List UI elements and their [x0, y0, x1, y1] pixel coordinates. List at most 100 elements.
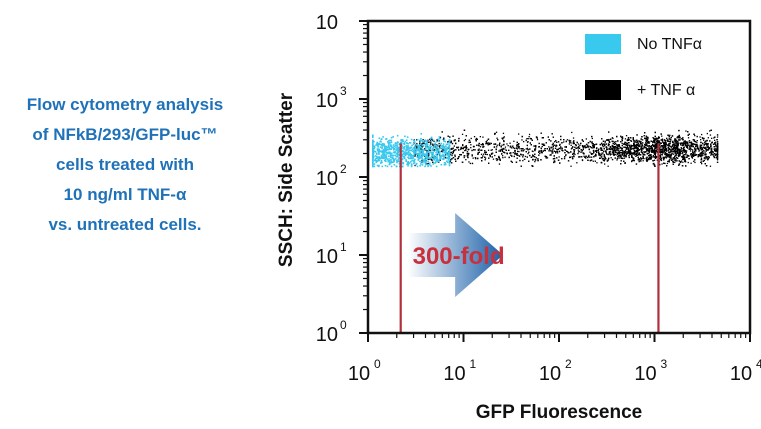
scatter-point	[544, 148, 546, 150]
scatter-point	[714, 153, 716, 155]
scatter-point	[675, 147, 678, 150]
scatter-point	[538, 142, 540, 145]
scatter-point	[618, 144, 620, 146]
scatter-point	[591, 153, 593, 155]
scatter-point	[564, 149, 566, 151]
scatter-point	[685, 150, 687, 152]
scatter-point	[414, 152, 416, 154]
scatter-point	[707, 145, 709, 147]
scatter-point	[413, 148, 415, 151]
scatter-point	[557, 141, 560, 143]
scatter-point	[468, 139, 471, 141]
scatter-point	[602, 152, 604, 154]
scatter-point	[659, 150, 661, 152]
scatter-point	[674, 147, 676, 149]
scatter-point	[611, 158, 614, 161]
scatter-point	[573, 152, 575, 154]
scatter-point	[630, 151, 632, 154]
scatter-point	[432, 147, 434, 149]
scatter-point	[465, 145, 467, 147]
scatter-point	[686, 142, 688, 144]
scatter-point	[558, 150, 561, 153]
scatter-point	[693, 140, 695, 142]
scatter-point	[572, 152, 575, 155]
scatter-point	[471, 155, 473, 157]
scatter-point	[645, 137, 647, 140]
scatter-point	[639, 154, 642, 156]
scatter-point	[373, 163, 376, 165]
scatter-point	[691, 145, 693, 148]
scatter-point	[488, 162, 490, 164]
scatter-point	[644, 154, 646, 156]
scatter-point	[535, 136, 538, 138]
scatter-point	[449, 152, 452, 154]
scatter-point	[396, 145, 399, 148]
scatter-point	[694, 159, 696, 161]
scatter-point	[639, 144, 641, 146]
scatter-point	[687, 143, 689, 145]
scatter-point	[672, 160, 674, 162]
scatter-point	[485, 151, 487, 153]
scatter-point	[437, 144, 439, 147]
scatter-point	[627, 137, 630, 139]
scatter-point	[382, 148, 385, 151]
scatter-point	[614, 150, 616, 152]
scatter-point	[590, 152, 592, 155]
scatter-point	[678, 134, 680, 137]
scatter-point	[377, 158, 380, 160]
scatter-point	[612, 142, 614, 144]
scatter-point	[422, 161, 424, 164]
scatter-point	[529, 142, 531, 144]
scatter-point	[463, 155, 465, 157]
scatter-point	[546, 157, 549, 159]
scatter-point	[714, 136, 716, 138]
scatter-point	[448, 154, 451, 157]
scatter-point	[661, 154, 663, 156]
scatter-point	[700, 161, 703, 163]
scatter-point	[372, 147, 374, 150]
scatter-point	[458, 137, 460, 140]
scatter-point	[393, 145, 396, 148]
scatter-point	[713, 146, 715, 148]
scatter-point	[692, 145, 694, 148]
scatter-point	[660, 142, 662, 144]
scatter-point	[599, 153, 601, 155]
scatter-point	[647, 137, 649, 139]
scatter-point	[698, 147, 700, 150]
scatter-point	[659, 163, 661, 166]
scatter-point	[686, 146, 689, 148]
scatter-point	[518, 147, 520, 149]
scatter-point	[701, 148, 704, 151]
scatter-point	[694, 161, 696, 164]
scatter-point	[617, 151, 619, 153]
scatter-point	[572, 157, 574, 160]
scatter-point	[487, 142, 489, 144]
scatter-point	[688, 140, 691, 142]
scatter-point	[641, 144, 643, 146]
figure-caption: Flow cytometry analysis of NFkB/293/GFP-…	[0, 90, 250, 240]
scatter-point	[520, 153, 522, 155]
scatter-point	[536, 139, 539, 141]
scatter-point	[390, 136, 393, 139]
scatter-point	[514, 150, 516, 152]
scatter-point	[603, 160, 605, 162]
scatter-point	[540, 151, 542, 153]
scatter-point	[430, 145, 433, 148]
scatter-point	[411, 150, 414, 153]
scatter-point	[424, 148, 426, 150]
scatter-point	[676, 136, 679, 138]
scatter-point	[378, 137, 381, 139]
scatter-point	[548, 150, 550, 152]
scatter-point	[715, 156, 717, 159]
scatter-point	[501, 148, 503, 151]
scatter-point	[433, 150, 436, 152]
scatter-point	[638, 140, 640, 142]
scatter-point	[384, 164, 387, 167]
scatter-point	[664, 141, 666, 144]
scatter-point	[566, 139, 569, 141]
scatter-point	[678, 154, 680, 156]
scatter-point	[422, 139, 424, 141]
scatter-point	[563, 157, 566, 160]
scatter-point	[396, 159, 398, 162]
scatter-point	[690, 142, 692, 144]
